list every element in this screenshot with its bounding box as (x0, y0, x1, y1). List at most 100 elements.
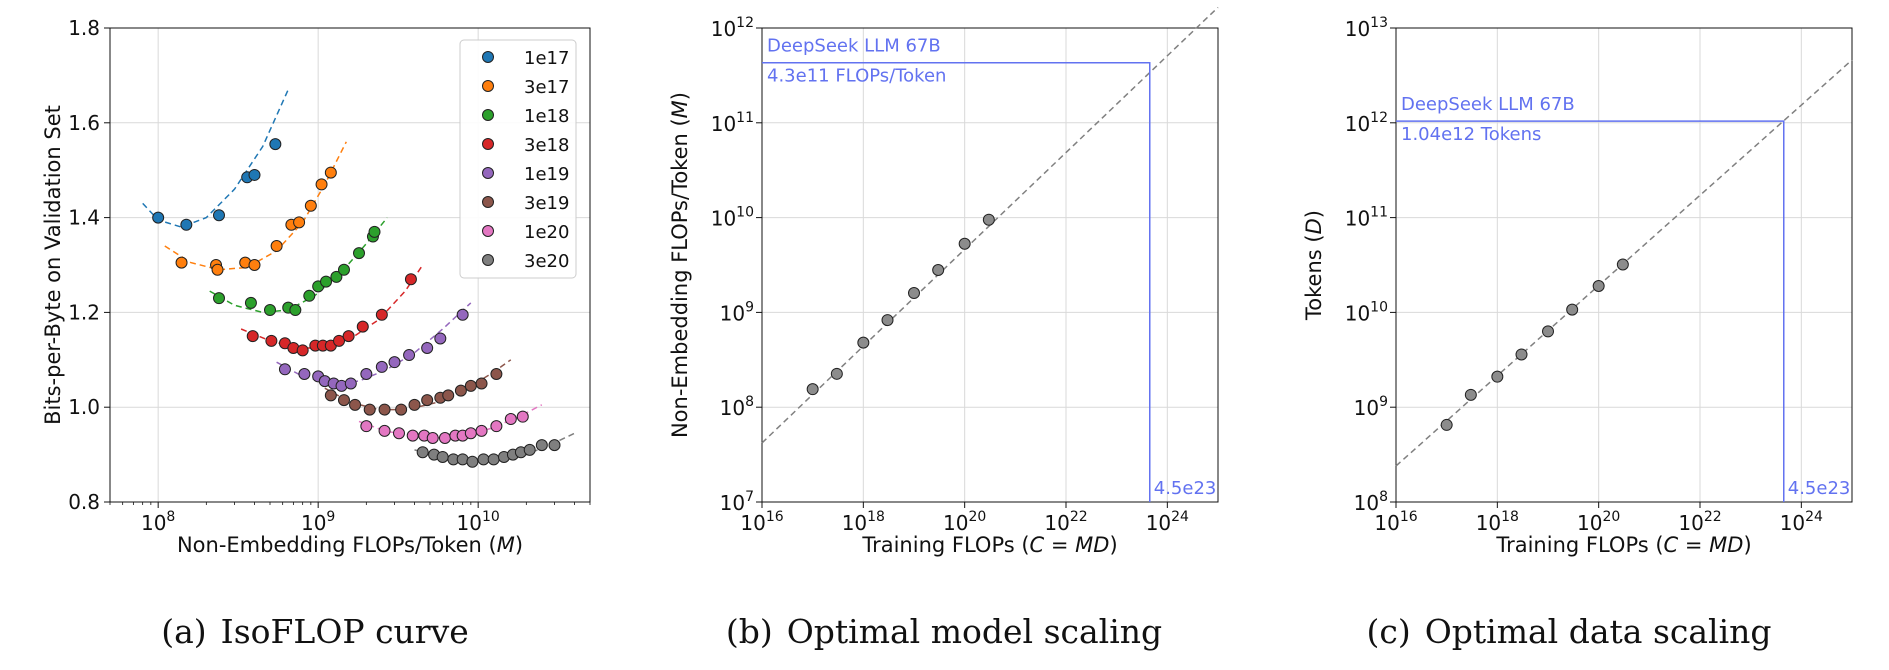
y-tick-label-a: 1.6 (68, 111, 100, 135)
fit-curve-3e17 (164, 141, 347, 271)
data-point-1e18 (289, 304, 302, 317)
x-tick-label-b: 1018 (842, 509, 885, 535)
y-tick-label-a: 1.4 (68, 206, 100, 230)
annotation-flops-b: 4.5e23 (1154, 478, 1217, 499)
data-point-1e20 (426, 432, 439, 445)
data-point-1e18 (320, 275, 333, 288)
caption-b-tag: (b) (725, 612, 773, 651)
data-point-3e19 (324, 389, 337, 402)
data-point-1e17 (269, 138, 282, 151)
data-point-1e20 (504, 413, 517, 426)
data-point-1e19 (456, 308, 469, 321)
data-point-3e17 (248, 259, 261, 271)
data-point-3e18 (265, 334, 278, 347)
data-point-1e18 (330, 270, 343, 283)
chart-c: 1016 1018 1020 1022 1024 108 109 1010 1011 1012 10… (1302, 15, 1853, 557)
y-tick-label-b: 107 (720, 489, 754, 515)
data-point-1e20 (360, 420, 373, 433)
data-point-1e18 (303, 289, 316, 302)
data-point-3e19 (442, 389, 455, 402)
data-point-3e20 (456, 453, 469, 466)
data-point-b (982, 213, 995, 226)
annotation-model-name-c: DeepSeek LLM 67B (1401, 94, 1575, 115)
y-tick-label-a: 1.0 (68, 395, 100, 419)
chart-a: 108 109 1010 0.8 1.0 1.2 1.4 1.6 1.8 1e17 3e17 1e18… (41, 16, 591, 557)
data-point-3e19 (378, 403, 391, 416)
legend-marker-1e18 (482, 109, 494, 121)
x-tick-label-b: 1024 (1146, 509, 1189, 535)
data-point-3e20 (487, 453, 500, 466)
plot-frame-b (761, 27, 1219, 503)
data-point-3e20 (535, 439, 548, 452)
caption-a-text: IsoFLOP curve (220, 612, 469, 651)
data-point-3e20 (416, 446, 429, 459)
data-point-3e18 (356, 320, 369, 333)
fit-curve-1e18 (209, 217, 388, 314)
data-point-3e19 (490, 368, 503, 381)
fit-curve-1e17 (142, 89, 289, 228)
data-point-1e19 (278, 363, 291, 376)
data-point-3e18 (404, 273, 417, 286)
data-point-b (908, 287, 920, 300)
annotation-value-b: 4.3e11 FLOPs/Token (767, 66, 946, 87)
x-axis-label-c: Training FLOPs (C = MD) (1495, 533, 1751, 557)
data-point-c (1464, 388, 1477, 401)
data-point-1e19 (375, 360, 388, 373)
data-point-1e20 (392, 427, 405, 440)
data-point-1e20 (438, 432, 451, 445)
annotation-flops-c: 4.5e23 (1788, 478, 1851, 499)
legend-marker-3e20 (482, 254, 494, 266)
data-point-1e19 (421, 341, 434, 354)
data-point-3e17 (211, 263, 224, 276)
caption-c-text: Optimal data scaling (1424, 612, 1772, 651)
data-point-3e19 (337, 394, 350, 407)
data-point-3e19 (363, 403, 376, 416)
caption-a: (a) IsoFLOP curve (161, 612, 469, 651)
y-tick-label-c: 109 (1354, 394, 1388, 420)
y-axis-label-b: Non-Embedding FLOPs/Token (M) (668, 92, 692, 438)
data-point-1e18 (244, 296, 257, 309)
data-point-b (932, 264, 945, 277)
y-tick-label-a: 1.8 (68, 16, 100, 40)
legend-marker-3e18 (482, 138, 494, 150)
legend-label-1e19: 1e19 (524, 164, 569, 185)
legend-marker-3e19 (482, 196, 494, 208)
data-point-1e19 (360, 368, 373, 381)
y-tick-label-c: 1013 (1345, 15, 1388, 41)
x-tick-label-c: 1018 (1476, 509, 1519, 535)
data-point-3e19 (475, 377, 488, 390)
legend-label-3e20: 3e20 (524, 251, 569, 272)
data-point-1e20 (406, 429, 419, 442)
annotation-model-name-b: DeepSeek LLM 67B (767, 36, 941, 57)
data-point-1e17 (152, 211, 165, 224)
data-point-1e20 (475, 424, 488, 437)
x-tick-label-c: 1022 (1678, 509, 1721, 535)
data-point-c (1491, 370, 1504, 383)
data-point-1e19 (388, 356, 401, 369)
legend-marker-1e17 (482, 51, 494, 63)
plot-frame-c (1395, 27, 1853, 503)
annotation-guide-b (762, 61, 1151, 502)
data-point-3e18 (246, 330, 259, 343)
data-point-3e19 (395, 403, 408, 416)
y-tick-label-c: 1010 (1345, 299, 1388, 325)
data-point-c (1542, 325, 1554, 338)
data-point-3e18 (333, 334, 346, 347)
data-point-b (830, 367, 843, 380)
y-tick-label-c: 1011 (1345, 205, 1388, 231)
x-tick-label-b: 1020 (943, 509, 986, 535)
data-point-3e17 (293, 216, 306, 229)
data-point-b (958, 237, 971, 250)
data-point-c (1566, 303, 1579, 316)
x-tick-label-a: 109 (301, 509, 335, 535)
legend-label-1e20: 1e20 (524, 222, 569, 243)
y-tick-label-b: 1012 (711, 15, 754, 41)
caption-a-tag: (a) (161, 612, 207, 651)
x-tick-label-c: 1024 (1780, 509, 1823, 535)
data-point-1e19 (344, 377, 357, 390)
annotation-guide-c (1396, 120, 1785, 502)
x-tick-label-c: 1016 (1374, 509, 1417, 535)
data-point-1e17 (180, 218, 193, 231)
y-tick-label-b: 1011 (711, 110, 754, 136)
y-tick-label-b: 1010 (711, 205, 754, 231)
